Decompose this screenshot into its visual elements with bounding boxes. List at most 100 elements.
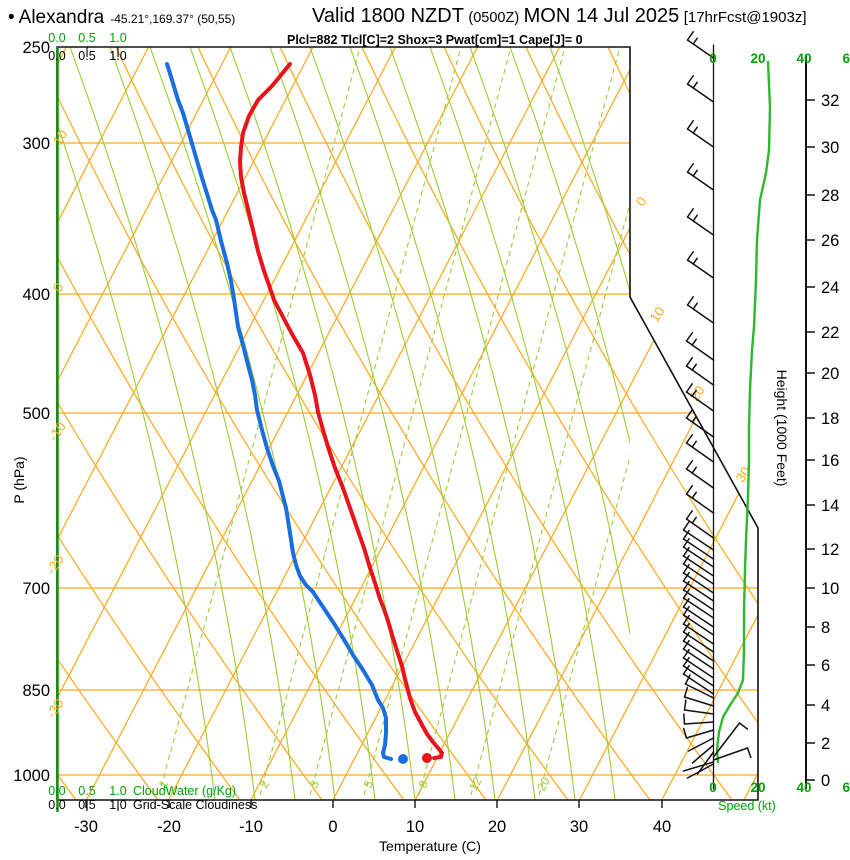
pressure-tick-label: 500 (22, 405, 50, 423)
mixing-ratio-label: 2 (257, 778, 273, 791)
mixing-ratio-label: 5 (361, 778, 377, 791)
wind-barb (682, 563, 715, 585)
isotherm-label: 10 (647, 304, 668, 325)
height-tick-label: 24 (821, 279, 839, 297)
wind-barb (682, 665, 715, 687)
wind-barb (683, 696, 715, 707)
moist-adiabat-line (57, 121, 216, 800)
height-tick-label: 6 (821, 657, 830, 675)
wind-barb-tick (682, 580, 690, 591)
wind-barb-tick (692, 257, 698, 265)
wind-barb-tick (683, 699, 687, 711)
wind-barb (686, 216, 715, 236)
temperature-axis-title: Temperature (C) (379, 838, 481, 854)
pressure-tick-label: 250 (22, 39, 50, 57)
pressure-tick-label: 300 (22, 135, 50, 153)
cloudwater-scale-top: 0.5 (78, 31, 95, 45)
wind-barb (682, 529, 715, 551)
pressure-tick-label: 700 (22, 580, 50, 598)
temperature-tick-label: 0 (328, 818, 337, 836)
temperature-curve (238, 62, 444, 760)
cloudwater-scale-bottom: 0.5 (78, 784, 95, 798)
pressure-tick-label: 850 (22, 682, 50, 700)
wind-barb (691, 744, 715, 764)
mixing-ratio-label: 8 (416, 778, 432, 791)
wind-barb-tick (691, 389, 698, 397)
moist-adiabat-line (109, 47, 296, 800)
wind-barb-tick (686, 296, 694, 306)
wind-barb (683, 721, 715, 725)
wind-barb-tick (686, 163, 694, 173)
wind-barb-tick (692, 37, 698, 45)
cloudwater-axis-title: CloudWater (g/Kg) (133, 784, 236, 798)
wind-barb-tick (685, 510, 694, 520)
cloud-scale-labels: 0.00.00.00.00.50.50.50.51.01.01.01.0Clou… (48, 31, 257, 812)
isotherm-line (85, 47, 478, 800)
mixing-ratio-label: 3 (307, 778, 323, 791)
wind-barb-tick (682, 727, 688, 739)
wind-barb-tick (684, 674, 691, 685)
isotherm-label: 10 (50, 127, 71, 148)
speed-axis-label-bottom: 0 (709, 780, 717, 795)
wind-barb (682, 555, 715, 577)
temperature-tick-label: -30 (74, 818, 98, 836)
dry-adiabat-line (57, 47, 405, 800)
valid-time: Valid 1800 NZDT (312, 5, 464, 27)
wind-barb-tick (686, 31, 694, 41)
isotherm-line (579, 47, 758, 800)
dry-adiabat-line (197, 47, 651, 800)
wind-barb-tick (692, 81, 698, 89)
wind-barb (684, 683, 715, 699)
wind-barb (683, 709, 715, 715)
isotherm-line (57, 47, 232, 800)
wind-barb (685, 365, 715, 386)
wind-barb-tick (682, 588, 690, 599)
wind-barb-tick (692, 302, 698, 310)
height-tick-label: 2 (821, 735, 830, 753)
wind-barb (682, 631, 715, 653)
wind-barb-tick (682, 597, 690, 608)
wind-barb-tick (682, 605, 690, 616)
cloudiness-scale-top: 0.5 (78, 49, 95, 63)
wind-barb-tick (691, 440, 698, 448)
mixing-ratio-line (363, 47, 566, 796)
isotherm-line (57, 47, 396, 800)
wind-barb-tick (692, 126, 698, 134)
moist-adiabat-line (309, 47, 496, 800)
speed-axis-label-top: 20 (750, 51, 765, 66)
station-name: Alexandra (18, 7, 105, 28)
wind-barb (686, 259, 715, 279)
moist-adiabat-line (269, 47, 456, 800)
pressure-tick-label: 400 (22, 286, 50, 304)
wind-barb (685, 340, 715, 361)
wind-barb-tick (682, 622, 690, 633)
wind-barb (682, 761, 715, 772)
wind-barb-tick (692, 169, 698, 177)
wind-barb-tick (685, 409, 694, 419)
speed-axis-label-top: 60 (842, 51, 850, 66)
wind-barb (685, 493, 715, 514)
wind-barb (682, 623, 715, 645)
isotherm-line (414, 47, 758, 800)
wind-barb-tick (685, 357, 694, 367)
height-tick-label: 4 (821, 697, 830, 715)
station-bullet-icon: • (8, 7, 15, 28)
wind-barb (712, 747, 749, 761)
wind-barb-tick (691, 415, 698, 423)
cloudwater-scale-bottom: 1.0 (109, 784, 126, 798)
isotherm-line (250, 47, 643, 800)
wind-barb-tick (685, 485, 694, 495)
wind-barb (682, 572, 715, 594)
wind-barb-tick (691, 516, 698, 524)
wind-barb-tick (686, 251, 694, 261)
isotherm-label: -20 (44, 552, 67, 577)
pressure-axis-title: P (hPa) (11, 456, 27, 503)
cloudwater-scale-top: 0.0 (48, 31, 65, 45)
height-tick-label: 16 (821, 452, 839, 470)
dry-adiabat-line (115, 47, 569, 800)
isotherm-label: 30 (733, 464, 754, 485)
height-tick-label: 8 (821, 619, 830, 637)
cloudwater-scale-bottom: 0.0 (48, 784, 65, 798)
wind-barb-tick (682, 631, 690, 642)
